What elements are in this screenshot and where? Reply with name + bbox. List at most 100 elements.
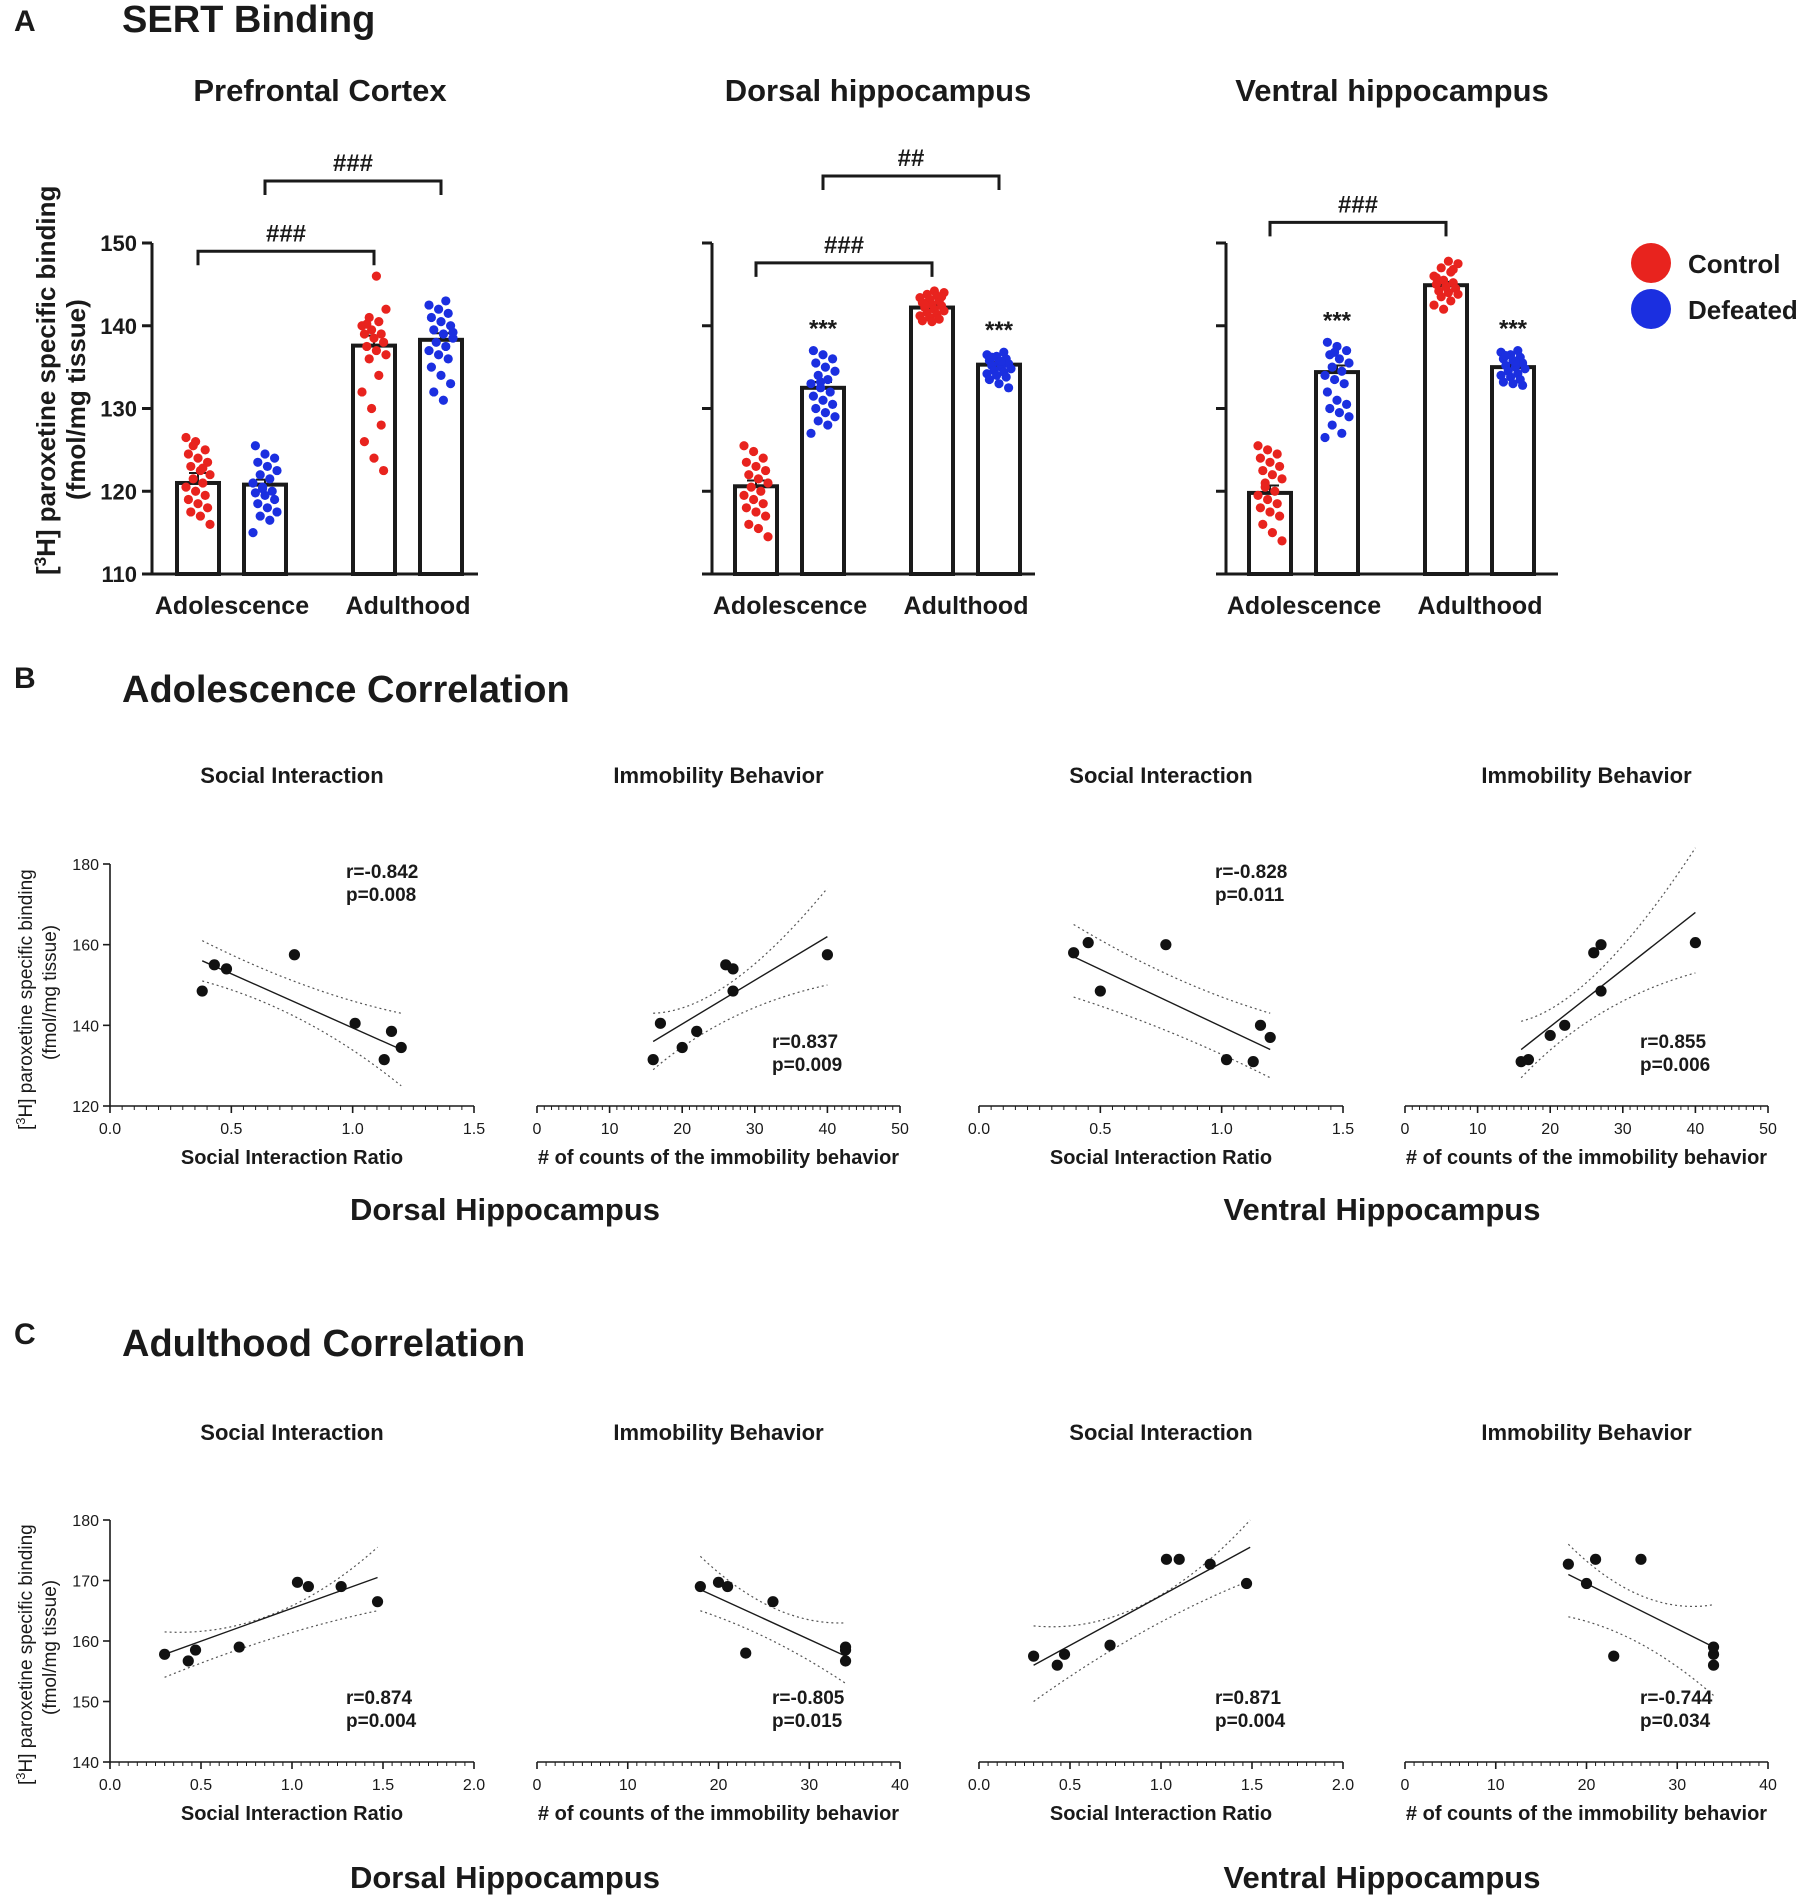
stat-r: r=-0.805 bbox=[772, 1688, 845, 1709]
data-point bbox=[1204, 1558, 1216, 1570]
regression-line bbox=[700, 1588, 846, 1657]
scatter-chart-b4: Immobility Behavior 0 10 20 30 40 50 # of count… bbox=[1401, 763, 1777, 1169]
data-point bbox=[1264, 1031, 1276, 1044]
data-point bbox=[813, 416, 823, 426]
data-point bbox=[443, 308, 453, 318]
x-axis-label: # of counts of the immobility behavior bbox=[538, 1803, 899, 1825]
data-point bbox=[255, 511, 265, 521]
y-tick-label: 160 bbox=[72, 938, 99, 955]
data-point bbox=[183, 449, 193, 459]
data-point bbox=[1342, 399, 1352, 409]
legend-defeated-label: Defeated bbox=[1688, 295, 1798, 325]
stat-r: r=0.837 bbox=[772, 1032, 838, 1053]
x-tick-label: 0 bbox=[533, 1121, 542, 1138]
data-point bbox=[1058, 1648, 1071, 1660]
data-point bbox=[1270, 486, 1280, 496]
significance-stars: *** bbox=[1499, 316, 1528, 343]
data-point bbox=[349, 1017, 361, 1029]
stat-r: r=0.855 bbox=[1640, 1032, 1706, 1053]
x-tick-label: 50 bbox=[891, 1121, 909, 1138]
scatter-chart-c3: Social Interaction 0.0 0.5 1.0 1.5 2.0 Social … bbox=[968, 1420, 1354, 1825]
data-point bbox=[917, 316, 928, 326]
confidence-band-lower bbox=[1033, 1579, 1251, 1702]
significance-bracket bbox=[821, 174, 1001, 190]
regression-line bbox=[1033, 1546, 1251, 1666]
bracket-label: ### bbox=[824, 232, 864, 259]
x-tick-label: 0 bbox=[1401, 1121, 1410, 1138]
data-point bbox=[1344, 412, 1354, 422]
x-axis-label: Social Interaction Ratio bbox=[181, 1803, 403, 1825]
stat-p: p=0.008 bbox=[346, 885, 416, 906]
data-point bbox=[1589, 1553, 1602, 1565]
data-point bbox=[1446, 296, 1456, 306]
data-point bbox=[371, 271, 381, 281]
data-point bbox=[438, 395, 448, 405]
y-tick-label: 150 bbox=[100, 231, 137, 256]
data-point bbox=[811, 358, 821, 368]
data-point bbox=[744, 470, 754, 480]
data-point bbox=[1263, 494, 1273, 505]
scatter-chart-c4: Immobility Behavior 0 10 20 30 40 # of counts … bbox=[1401, 1420, 1777, 1825]
data-point bbox=[839, 1655, 852, 1667]
data-point bbox=[255, 470, 265, 480]
stat-p: p=0.011 bbox=[1215, 885, 1285, 906]
data-point bbox=[1272, 499, 1282, 509]
data-point bbox=[1004, 383, 1014, 393]
x-tick-label: 1.5 bbox=[1332, 1121, 1354, 1138]
bar-ylabel: [3H] paroxetine specific binding bbox=[31, 186, 61, 575]
data-point bbox=[429, 387, 439, 397]
data-point bbox=[193, 453, 203, 463]
data-point bbox=[1051, 1659, 1063, 1671]
data-point bbox=[1247, 1056, 1259, 1068]
data-point bbox=[1453, 289, 1463, 299]
data-point bbox=[260, 449, 270, 459]
legend-defeated-swatch bbox=[1631, 289, 1671, 329]
y-tick-label: 150 bbox=[72, 1695, 99, 1712]
data-point bbox=[448, 327, 458, 337]
y-tick-label: 160 bbox=[72, 1634, 99, 1651]
data-point bbox=[1448, 264, 1458, 275]
confidence-band-upper bbox=[1521, 847, 1696, 1022]
data-point bbox=[1322, 387, 1332, 397]
x-tick-label: 50 bbox=[1759, 1121, 1777, 1138]
data-point bbox=[753, 523, 764, 534]
data-point bbox=[691, 1025, 703, 1037]
data-point bbox=[434, 350, 444, 360]
data-point bbox=[248, 478, 258, 488]
data-point bbox=[1595, 939, 1607, 951]
bar-defeated bbox=[800, 385, 846, 576]
data-point bbox=[1265, 507, 1275, 517]
data-point bbox=[741, 457, 752, 467]
data-point bbox=[181, 482, 191, 492]
data-point bbox=[181, 432, 191, 443]
data-point bbox=[436, 370, 446, 380]
bracket-label: ### bbox=[266, 220, 306, 247]
confidence-band-lower bbox=[700, 1610, 846, 1684]
data-point bbox=[1068, 947, 1080, 959]
chart-title: Social Interaction bbox=[1069, 763, 1252, 788]
x-category-label: Adolescence bbox=[713, 592, 867, 620]
data-point bbox=[994, 379, 1004, 389]
data-point bbox=[200, 445, 210, 455]
data-point bbox=[1277, 474, 1287, 484]
x-tick-label: 0.0 bbox=[968, 1777, 990, 1794]
data-point bbox=[431, 337, 441, 347]
data-point bbox=[424, 300, 434, 310]
data-point bbox=[379, 465, 389, 476]
data-point bbox=[820, 362, 831, 372]
data-point bbox=[395, 1041, 407, 1054]
data-point bbox=[1342, 345, 1352, 356]
data-point bbox=[763, 478, 773, 488]
stat-r: r=-0.842 bbox=[346, 862, 418, 883]
data-point bbox=[811, 403, 821, 414]
data-point bbox=[182, 1655, 194, 1667]
data-point bbox=[1275, 461, 1285, 472]
data-point bbox=[272, 465, 282, 476]
data-point bbox=[1258, 519, 1268, 529]
regression-line bbox=[1568, 1573, 1714, 1648]
data-point bbox=[1337, 428, 1347, 438]
y-tick-label: 140 bbox=[72, 1018, 99, 1035]
data-point bbox=[1508, 379, 1518, 389]
data-point bbox=[270, 453, 280, 463]
data-point bbox=[808, 391, 819, 401]
